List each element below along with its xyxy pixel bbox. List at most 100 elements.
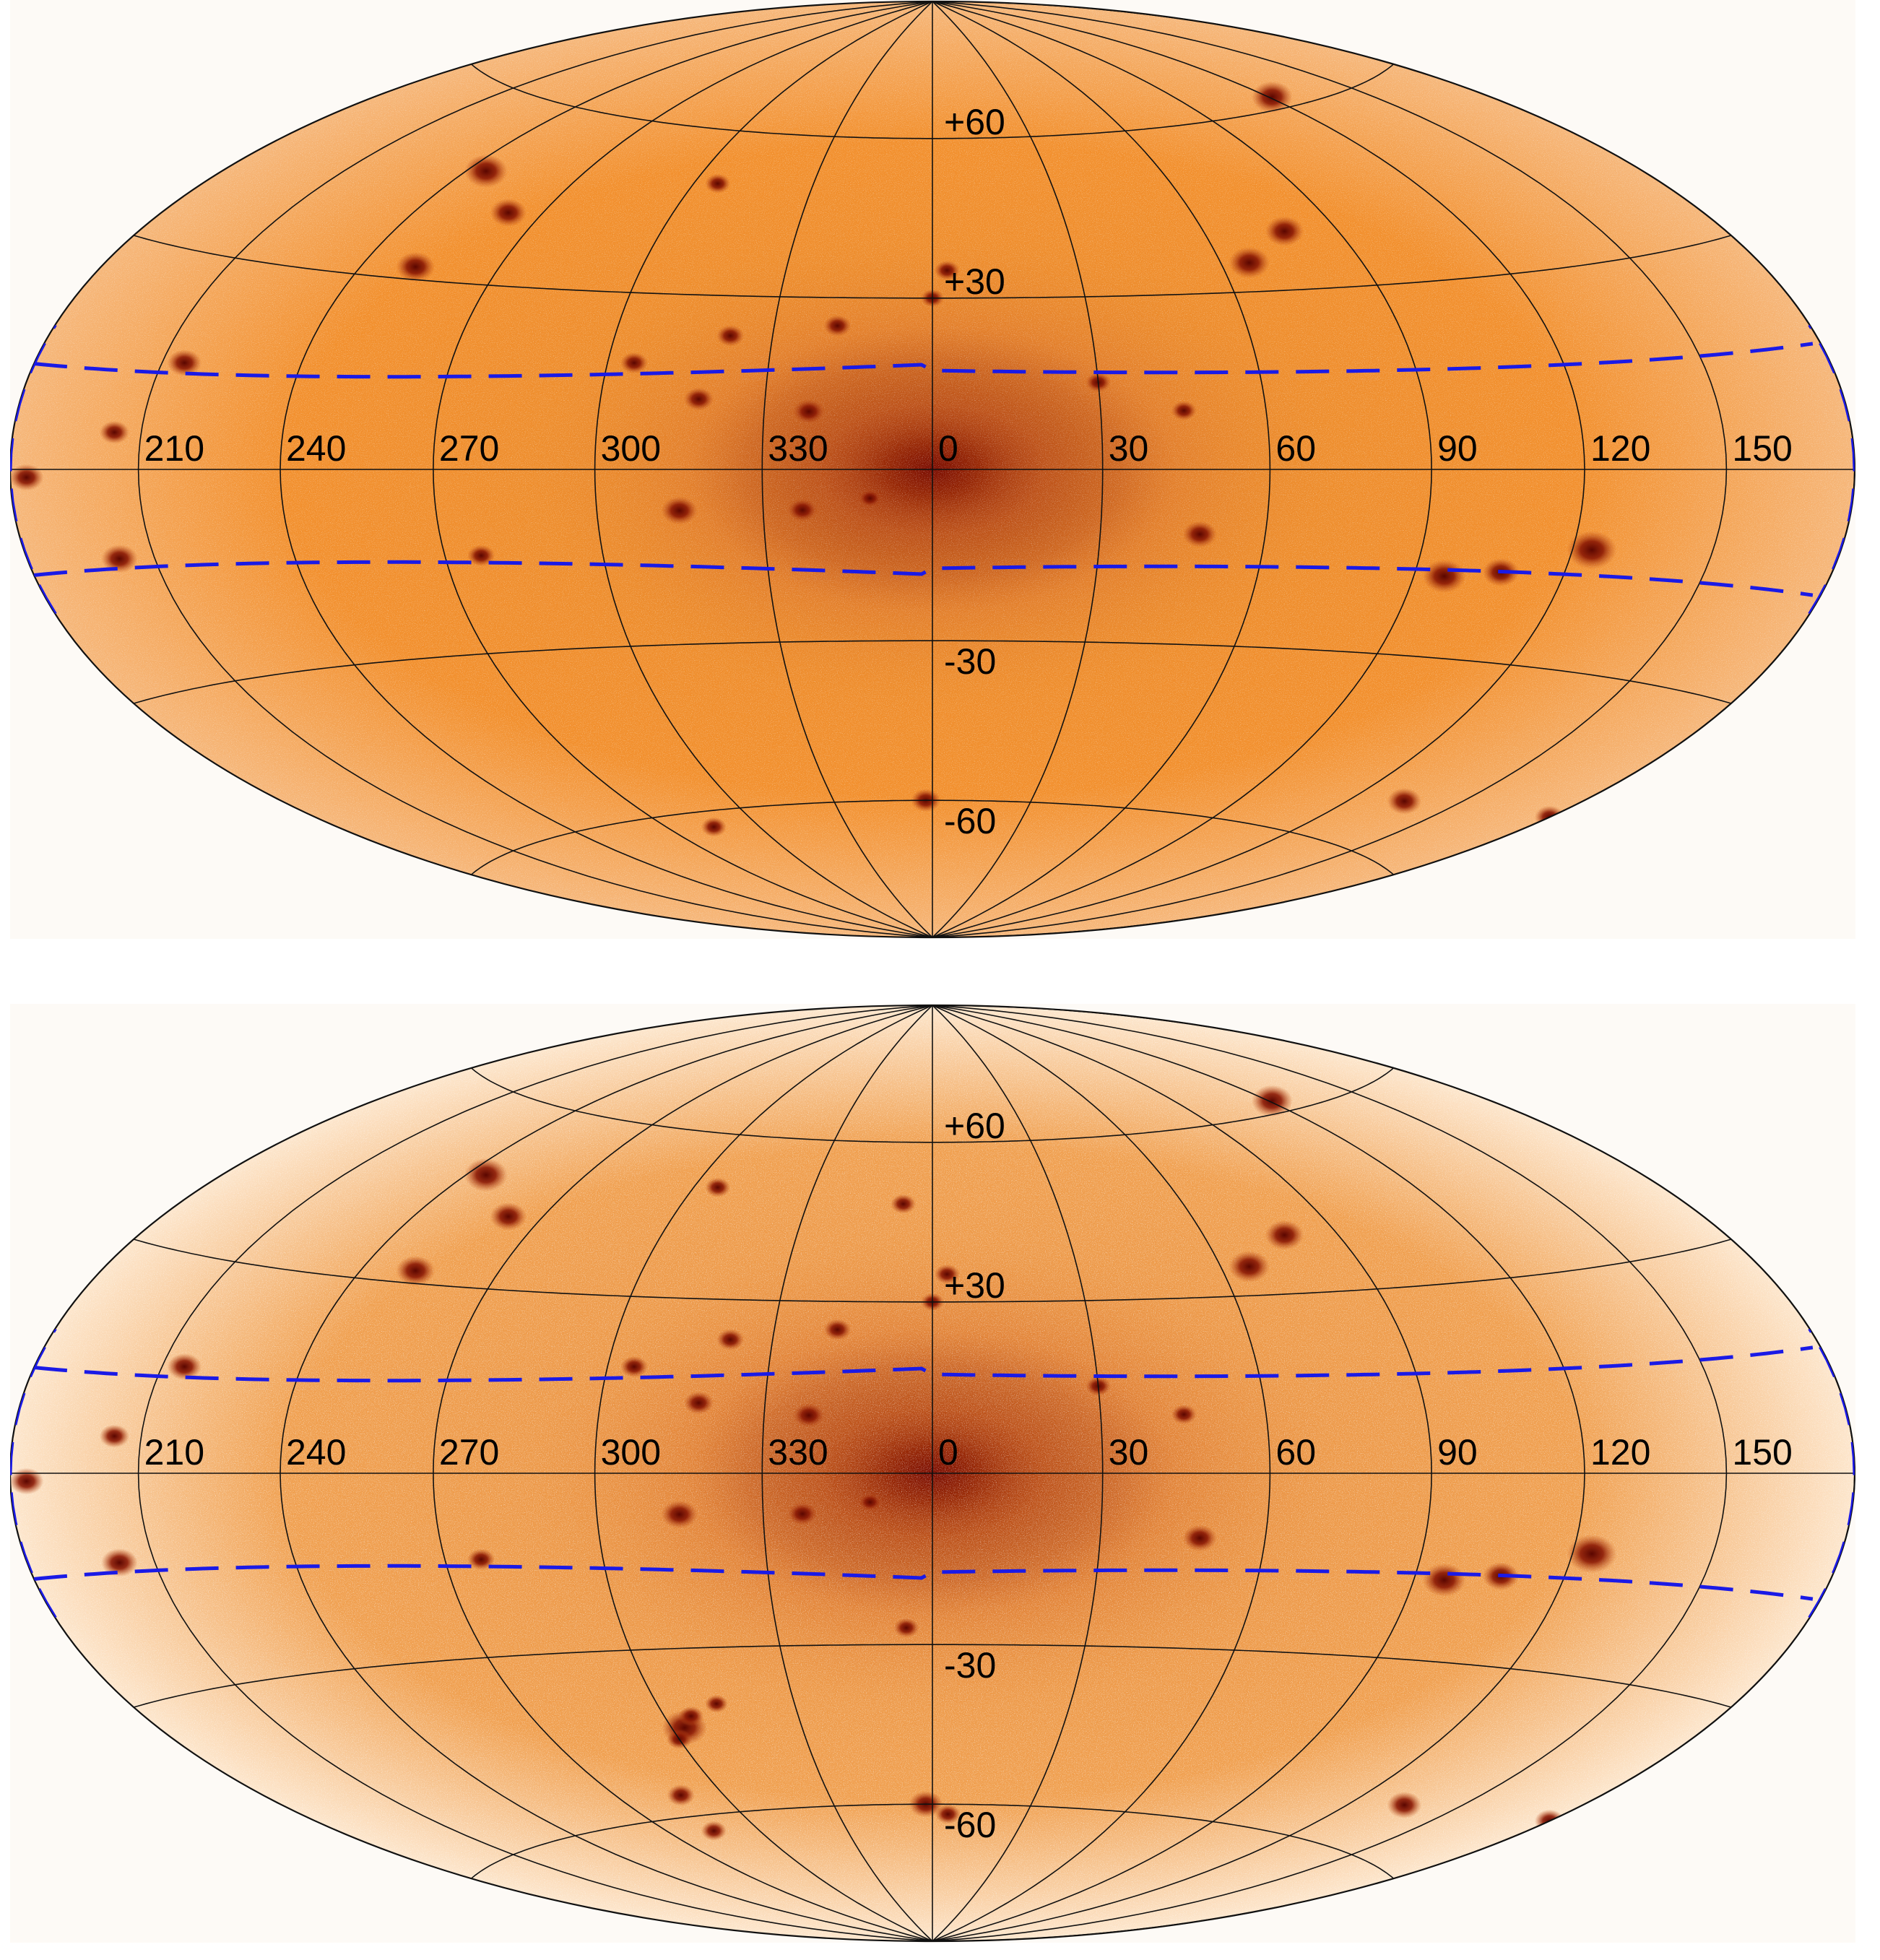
axis-labels: 210 240 270 300 330 0 30 60 90 120 150 +60 +30 -30 -60	[144, 102, 1793, 841]
longitude-label: 300	[601, 1432, 661, 1473]
longitude-label: 60	[1275, 428, 1316, 469]
point-source	[1171, 401, 1197, 421]
longitude-label: 0	[938, 1432, 958, 1473]
band-lower-dashed-line	[33, 560, 1814, 597]
longitude-label: 330	[768, 428, 828, 469]
point-source	[99, 420, 130, 444]
point-source	[1251, 81, 1293, 113]
point-source	[467, 545, 495, 567]
point-source	[396, 1255, 436, 1286]
axis-labels: 210 240 270 300 330 0 30 60 90 120 150 +60 +30 -30 -60	[144, 1106, 1793, 1845]
point-source	[1171, 1405, 1197, 1425]
longitude-label: 210	[144, 428, 204, 469]
longitude-label: 270	[439, 428, 499, 469]
band-boundaries	[10, 324, 1855, 615]
point-source	[823, 1319, 852, 1340]
point-source	[787, 1502, 818, 1526]
longitude-label: 300	[601, 428, 661, 469]
point-source	[787, 498, 818, 522]
point-source	[704, 1694, 729, 1713]
point-source	[101, 1548, 138, 1577]
longitude-label: 150	[1732, 1432, 1792, 1473]
point-source	[934, 1264, 960, 1284]
point-source	[661, 1500, 698, 1529]
point-source	[464, 154, 508, 188]
point-source	[167, 1353, 202, 1380]
point-source	[1422, 1563, 1466, 1597]
point-source	[858, 489, 882, 508]
longitude-label: 210	[144, 1432, 204, 1473]
latitude-label: +30	[944, 261, 1005, 302]
point-source	[792, 1402, 826, 1428]
point-source	[823, 315, 852, 337]
band-edge-dashed-line	[10, 1327, 57, 1619]
point-source	[1229, 246, 1270, 279]
graticule	[10, 1005, 1855, 1942]
longitude-label: 240	[286, 1432, 346, 1473]
point-source	[934, 260, 960, 280]
latitude-label: -30	[944, 1645, 996, 1686]
point-source	[490, 198, 527, 227]
band-edge-dashed-line	[1808, 1327, 1855, 1619]
point-source	[893, 1618, 919, 1638]
point-source	[1182, 1525, 1217, 1552]
point-source	[1265, 216, 1304, 246]
aitoff-projection-bottom: 210 240 270 300 330 0 30 60 90 120 150 +60 +30 -30 -60	[10, 1004, 1855, 1943]
band-boundaries	[10, 1327, 1855, 1619]
longitude-label: 150	[1732, 428, 1792, 469]
longitude-label: 90	[1437, 1432, 1478, 1473]
latitude-label: -60	[944, 801, 996, 841]
latitude-label: -60	[944, 1805, 996, 1845]
point-source	[1229, 1250, 1270, 1283]
longitude-label: 120	[1590, 1432, 1650, 1473]
band-upper-dashed-line	[33, 342, 1814, 379]
point-source	[667, 1785, 695, 1806]
point-source	[1387, 1792, 1422, 1818]
band-upper-dashed-line	[33, 1345, 1814, 1383]
longitude-label: 30	[1109, 1432, 1149, 1473]
point-source	[792, 399, 826, 424]
point-source	[678, 1706, 704, 1726]
longitude-label: 270	[439, 1432, 499, 1473]
latitude-label: +30	[944, 1265, 1005, 1306]
longitude-label: 330	[768, 1432, 828, 1473]
latitude-label: +60	[944, 102, 1005, 142]
point-source	[705, 173, 731, 194]
point-source	[167, 350, 202, 376]
point-source	[1265, 1220, 1304, 1250]
point-source	[10, 464, 44, 491]
point-source	[396, 251, 436, 282]
band-edge-dashed-line	[1808, 324, 1855, 615]
longitude-label: 60	[1275, 1432, 1316, 1473]
point-source	[661, 496, 698, 525]
point-source	[935, 1804, 961, 1824]
point-source	[891, 1194, 917, 1214]
point-source	[1182, 521, 1217, 548]
point-source	[683, 387, 714, 411]
aitoff-projection-top: 210 240 270 300 330 0 30 60 90 120 150 +60 +30 -30 -60	[10, 0, 1855, 939]
longitude-label: 30	[1109, 428, 1149, 469]
point-source	[1567, 1534, 1617, 1574]
point-source	[490, 1202, 527, 1231]
latitude-label: +60	[944, 1106, 1005, 1146]
allsky-map-top: 210 240 270 300 330 0 30 60 90 120 150 +60 +30 -30 -60	[10, 0, 1855, 939]
point-source	[1567, 530, 1617, 570]
point-source	[1251, 1085, 1293, 1117]
point-source	[705, 1177, 731, 1197]
point-source	[464, 1158, 508, 1192]
point-source	[1387, 788, 1422, 815]
point-source	[716, 325, 745, 347]
longitude-label: 240	[286, 428, 346, 469]
point-source	[1422, 559, 1466, 594]
point-source	[620, 1356, 649, 1378]
point-source	[858, 1493, 882, 1512]
point-source	[701, 1821, 727, 1841]
point-source	[716, 1329, 745, 1350]
longitude-label: 120	[1590, 428, 1650, 469]
longitude-label: 0	[938, 428, 958, 469]
point-source	[701, 817, 727, 837]
allsky-map-bottom: 210 240 270 300 330 0 30 60 90 120 150 +60 +30 -30 -60	[10, 1004, 1855, 1943]
band-lower-dashed-line	[33, 1564, 1814, 1601]
band-edge-dashed-line	[10, 324, 57, 615]
point-source	[101, 545, 138, 573]
